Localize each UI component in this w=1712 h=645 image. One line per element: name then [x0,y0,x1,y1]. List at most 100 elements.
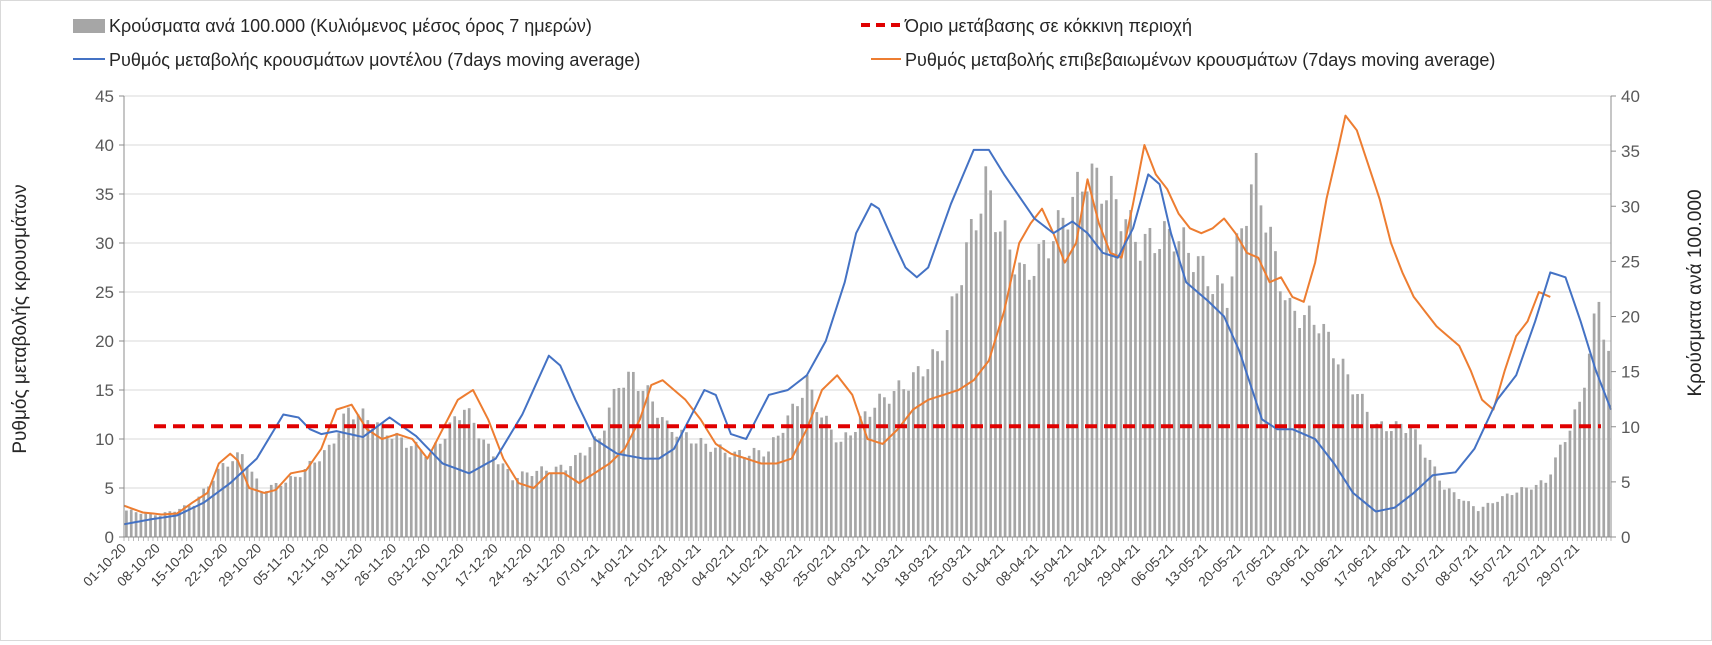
bar [1032,275,1036,537]
bar [936,351,939,537]
bar [1341,358,1345,537]
bar [516,477,519,537]
y-axis-right-title: Κρούσματα ανά 100.000 [1685,189,1706,396]
bar [1071,196,1075,537]
bar [950,296,954,537]
y-axis-left-title: Ρυθμός μεταβολής κρουσμάτων [10,184,31,453]
bar [1201,255,1205,538]
bar [434,442,437,537]
bar [603,430,606,537]
bar [747,455,751,537]
bar [656,417,659,537]
bar [424,456,428,537]
bar [1399,423,1403,537]
bar [1230,276,1234,537]
bar [1433,466,1437,537]
bar [154,515,157,537]
bar [1254,152,1258,537]
bar [182,505,186,537]
bar [1602,339,1606,537]
y-right-tick-label: 0 [1621,528,1630,547]
bar [1534,484,1538,537]
bar [327,444,331,537]
bar [545,470,548,537]
bar [772,437,775,537]
bar [636,391,640,537]
bar [385,435,389,537]
bar [800,397,804,537]
bar [897,380,901,537]
bar [743,457,746,537]
bar [709,451,712,537]
bar [1143,233,1147,538]
bar [1356,394,1359,537]
bar [723,452,727,537]
bar [1409,427,1412,537]
legend-confirmed-label: Ρυθμός μεταβολής επιβεβαιωμένων κρουσμάτ… [905,50,1495,70]
bar [250,471,254,537]
bar [969,219,973,537]
bar [559,464,563,537]
bar [646,385,650,537]
bar [1573,409,1577,537]
y-left-tick-label: 40 [95,136,114,155]
bar [878,393,881,537]
bar [675,436,679,537]
bar [1056,210,1060,537]
bar [226,466,230,537]
bar [284,482,288,537]
bar [1510,495,1514,537]
bar [994,232,997,537]
bar [1472,506,1475,537]
bar [578,452,582,537]
lines-layer [123,114,1612,526]
bar [680,429,683,537]
bar [202,488,206,537]
confirmed-rate-line [123,114,1551,516]
bar [371,428,374,537]
bar [829,429,833,537]
bar [796,406,799,537]
bar [231,461,234,537]
bar [1607,350,1610,537]
bar [501,463,505,537]
bar [984,166,988,537]
bar [207,486,210,537]
bar [873,407,877,537]
bar [448,422,452,537]
bar [762,456,766,537]
bar [308,460,312,537]
bar [405,447,408,537]
bar [269,484,273,537]
bar [791,403,795,537]
bar [916,366,920,537]
bar [665,420,669,537]
bar [1052,241,1055,537]
bar [1182,227,1186,538]
bar [810,389,814,537]
bar [255,478,259,537]
bar [1235,233,1239,537]
bar [178,508,181,537]
y-right-tick-label: 25 [1621,252,1640,271]
bar [1013,274,1017,537]
y-right-tick-label: 40 [1621,87,1640,106]
bar [1148,227,1152,537]
bar [1322,323,1326,537]
bar [1327,331,1330,537]
bar [1095,167,1099,537]
bar [1027,279,1031,537]
y-left-tick-label: 0 [105,528,114,547]
bar [366,420,370,537]
bar [1138,260,1142,537]
bar [453,416,457,537]
bar [1587,353,1591,537]
bar [1346,374,1350,537]
bar [931,349,935,537]
bar [1134,241,1137,537]
bar [429,452,432,537]
bar [1037,243,1041,537]
bar [593,436,597,537]
bar [1583,387,1586,537]
bar [1578,401,1581,537]
